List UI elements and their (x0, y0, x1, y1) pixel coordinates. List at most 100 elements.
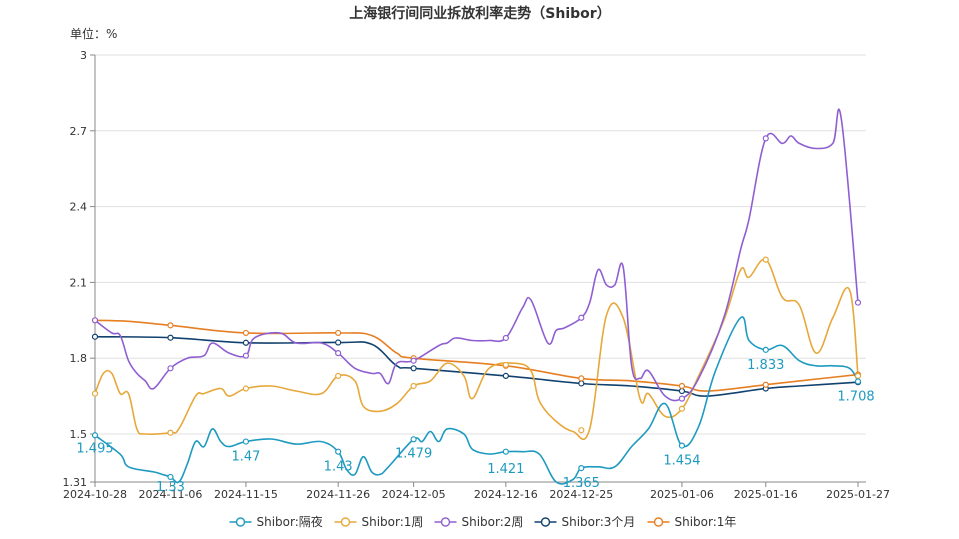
legend-marker (440, 517, 451, 527)
series-marker (854, 378, 862, 385)
series-marker (854, 372, 862, 379)
x-tick-label: 2024-11-15 (214, 488, 278, 501)
data-label: 1.33 (156, 480, 185, 495)
series-marker (410, 436, 417, 443)
y-tick-label: 2.1 (70, 276, 88, 289)
legend-marker (653, 517, 664, 527)
x-tick-label: 2024-12-25 (549, 488, 613, 501)
series-marker (335, 448, 342, 455)
y-tick-label: 2.4 (70, 201, 88, 214)
x-axis: 2024-10-28 2024-11-06 2024-11-15 2024-11-26… (63, 481, 890, 501)
series-marker (578, 314, 585, 321)
series-marker (678, 382, 686, 390)
unit-label: 单位：% (70, 26, 117, 41)
legend-label: Shibor:1周 (362, 515, 424, 529)
legend-label: Shibor:隔夜 (257, 514, 323, 529)
series-marker (167, 473, 174, 481)
series-marker (242, 339, 250, 346)
data-label: 1.479 (395, 446, 432, 461)
legend-marker (235, 517, 246, 527)
grid-lines (95, 54, 866, 435)
series-marker (91, 317, 99, 324)
series-marker (762, 346, 769, 353)
x-tick-label: 2024-11-06 (138, 488, 202, 501)
legend-item[interactable]: Shibor:2周 (434, 515, 524, 529)
legend-marker (540, 517, 551, 527)
series-marker (762, 256, 769, 263)
series-marker (410, 365, 417, 372)
x-tick-label: 2025-01-27 (826, 488, 890, 501)
series-marker (335, 339, 342, 346)
series-marker (242, 385, 250, 392)
data-label: 1.708 (837, 389, 874, 404)
data-labels: 1.495 1.33 1.47 1.43 1.479 1.421 1.365 1.454 1.8… (76, 358, 874, 495)
y-tick-label: 1.8 (70, 352, 88, 365)
series-marker (678, 387, 686, 395)
legend-label: Shibor:3个月 (562, 515, 636, 529)
x-tick-label: 2024-11-26 (306, 488, 370, 501)
y-tick-label: 1.31 (63, 476, 88, 489)
series-marker (678, 405, 686, 412)
data-label: 1.47 (231, 450, 260, 465)
series-marker (678, 442, 686, 449)
series-marker (167, 334, 174, 341)
x-tick-label: 2024-12-16 (474, 488, 538, 501)
data-label: 1.43 (324, 460, 353, 475)
legend-marker (340, 517, 351, 527)
data-label: 1.495 (76, 441, 113, 456)
series-line (94, 258, 859, 441)
series-marker (167, 429, 174, 436)
legend-label: Shibor:1年 (675, 515, 737, 529)
legend-item[interactable]: Shibor:1年 (647, 515, 737, 529)
series-marker (678, 395, 686, 402)
x-tick-label: 2024-12-05 (382, 488, 446, 501)
series-line (94, 335, 859, 397)
chart-title: 上海银行间同业拆放利率走势（Shibor） (349, 5, 610, 22)
series-marker (502, 372, 509, 379)
series-marker (167, 322, 174, 329)
series-line (94, 108, 859, 402)
series-marker (578, 375, 585, 382)
series-marker (578, 380, 585, 387)
legend-item[interactable]: Shibor:1周 (334, 515, 424, 529)
series-line (94, 319, 859, 392)
legend[interactable]: Shibor:隔夜 Shibor:1周 Shibor:2周 Shibor:3个月 Shi… (229, 514, 737, 529)
series-markers (91, 135, 862, 481)
data-label: 1.833 (747, 358, 784, 373)
series-marker (91, 390, 99, 397)
series-marker (578, 465, 585, 472)
series-marker (242, 329, 250, 337)
series-marker (410, 357, 417, 364)
series-marker (335, 329, 342, 337)
y-tick-label: 2.7 (70, 125, 88, 138)
series-marker (762, 135, 769, 142)
series-line (94, 316, 859, 485)
series-marker (335, 372, 342, 379)
data-label: 1.365 (563, 476, 600, 491)
series-marker (502, 448, 509, 455)
x-tick-label: 2024-10-28 (63, 488, 127, 501)
series-marker (91, 333, 99, 340)
series-marker (502, 361, 509, 369)
data-label: 1.421 (487, 462, 524, 477)
series-marker (762, 381, 769, 388)
legend-item[interactable]: Shibor:3个月 (534, 515, 636, 529)
x-tick-label: 2025-01-06 (650, 488, 714, 501)
y-tick-label: 3 (80, 49, 87, 62)
series-marker (167, 365, 174, 372)
legend-item[interactable]: Shibor:隔夜 (229, 514, 323, 529)
x-tick-label: 2025-01-16 (734, 488, 798, 501)
y-tick-label: 1.5 (70, 428, 88, 441)
series-marker (335, 350, 342, 357)
series-marker (242, 438, 250, 445)
data-label: 1.454 (663, 454, 700, 469)
series-marker (578, 427, 585, 434)
legend-label: Shibor:2周 (462, 515, 524, 529)
series-marker (242, 352, 250, 359)
series-marker (410, 382, 417, 390)
y-axis: 1.31 1.5 1.8 2.1 2.4 2.7 3 (63, 49, 96, 489)
series-marker (91, 432, 99, 439)
series-marker (502, 334, 509, 342)
series-lines (94, 108, 859, 485)
